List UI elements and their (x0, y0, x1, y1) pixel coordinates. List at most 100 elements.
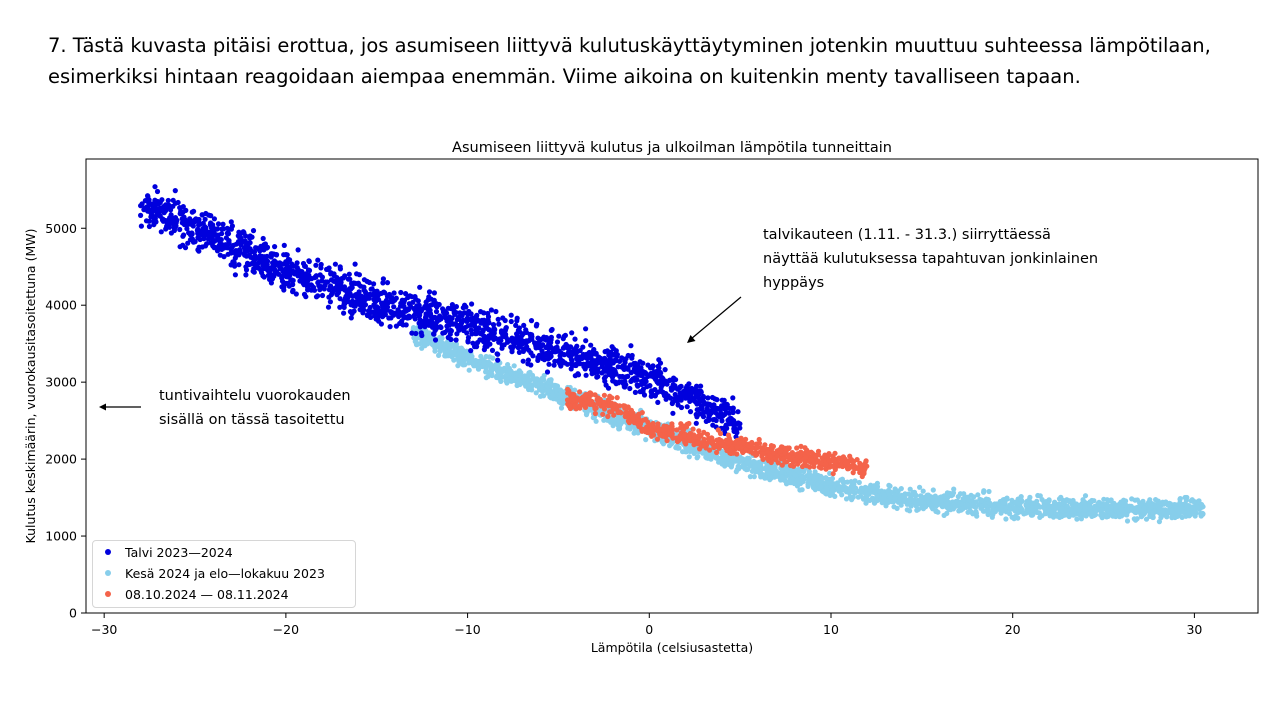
data-point (280, 268, 286, 275)
data-point (1016, 501, 1023, 507)
data-point (780, 456, 787, 462)
data-point (571, 347, 577, 354)
data-point (432, 337, 439, 343)
data-point (187, 216, 193, 222)
data-point (277, 260, 283, 266)
data-point (973, 499, 979, 505)
heading-line-1: 7. Tästä kuvasta pitäisi erottua, jos as… (48, 34, 1211, 57)
data-point (812, 487, 818, 493)
data-point (154, 188, 161, 195)
data-point (431, 290, 437, 296)
x-tick-label: 20 (1005, 622, 1021, 637)
data-point (204, 241, 210, 247)
data-point (715, 427, 721, 433)
data-point (325, 304, 332, 310)
data-point (520, 348, 527, 354)
data-point (452, 311, 458, 317)
data-point (498, 337, 504, 343)
data-point (782, 449, 788, 455)
data-point (517, 381, 523, 388)
data-point (758, 445, 765, 451)
data-point (302, 263, 308, 269)
data-point (232, 248, 238, 255)
data-point (660, 427, 666, 433)
data-point (470, 361, 476, 367)
data-point (840, 487, 846, 493)
data-point (1087, 499, 1093, 505)
data-point (444, 323, 450, 329)
data-point (920, 488, 926, 494)
data-point (717, 407, 723, 413)
x-tick-label: 30 (1186, 622, 1202, 637)
data-point (184, 226, 190, 232)
data-point (794, 445, 800, 451)
data-point (1124, 518, 1131, 524)
data-point (300, 274, 306, 281)
data-point (239, 239, 245, 245)
data-point (367, 304, 373, 311)
data-point (961, 491, 967, 497)
data-point (245, 242, 251, 248)
data-point (622, 375, 628, 381)
data-point (724, 447, 730, 454)
data-point (805, 450, 811, 456)
data-point (384, 307, 390, 313)
data-point (775, 460, 781, 466)
data-point (152, 184, 158, 190)
data-point (801, 469, 807, 475)
data-point (530, 353, 536, 359)
data-point (192, 217, 198, 223)
data-point (753, 452, 759, 458)
data-point (966, 497, 972, 503)
data-point (648, 426, 654, 432)
data-point (1082, 493, 1089, 499)
data-point (515, 327, 522, 333)
data-point (829, 463, 836, 469)
data-point (616, 379, 623, 385)
data-point (258, 243, 264, 249)
data-point (1179, 514, 1185, 521)
data-point (701, 429, 707, 435)
data-point (243, 272, 249, 278)
data-point (614, 352, 621, 358)
data-point (569, 330, 575, 336)
data-point (268, 280, 274, 286)
data-point (712, 396, 718, 402)
data-point (607, 393, 613, 399)
data-point (224, 230, 230, 236)
data-point (703, 418, 709, 424)
data-point (832, 493, 838, 499)
data-point (760, 450, 766, 457)
data-point (312, 274, 318, 280)
data-point (548, 327, 554, 333)
data-point (787, 462, 794, 469)
data-point (505, 362, 511, 368)
data-point (502, 317, 508, 324)
data-point (710, 439, 716, 445)
annotation-winter-line-1: talvikauteen (1.11. - 31.3.) siirryttäes… (763, 227, 1051, 243)
data-point (310, 284, 317, 290)
data-point (1108, 511, 1115, 517)
x-tick-label: −30 (91, 622, 117, 637)
data-point (454, 323, 460, 329)
data-point (337, 266, 343, 272)
data-point (596, 401, 602, 407)
data-point (570, 393, 576, 399)
data-point (632, 389, 639, 395)
data-point (491, 325, 497, 331)
data-point (1059, 506, 1065, 512)
data-point (1134, 516, 1140, 522)
data-point (564, 361, 571, 367)
data-point (389, 299, 395, 305)
data-point (600, 411, 606, 417)
data-point (646, 422, 652, 428)
data-point (951, 486, 957, 492)
data-point (827, 492, 833, 498)
data-point (907, 508, 913, 514)
data-point (331, 278, 337, 284)
data-point (426, 289, 433, 295)
data-point (734, 444, 740, 450)
data-point (391, 304, 397, 310)
data-point (862, 461, 868, 467)
data-point (602, 378, 608, 384)
